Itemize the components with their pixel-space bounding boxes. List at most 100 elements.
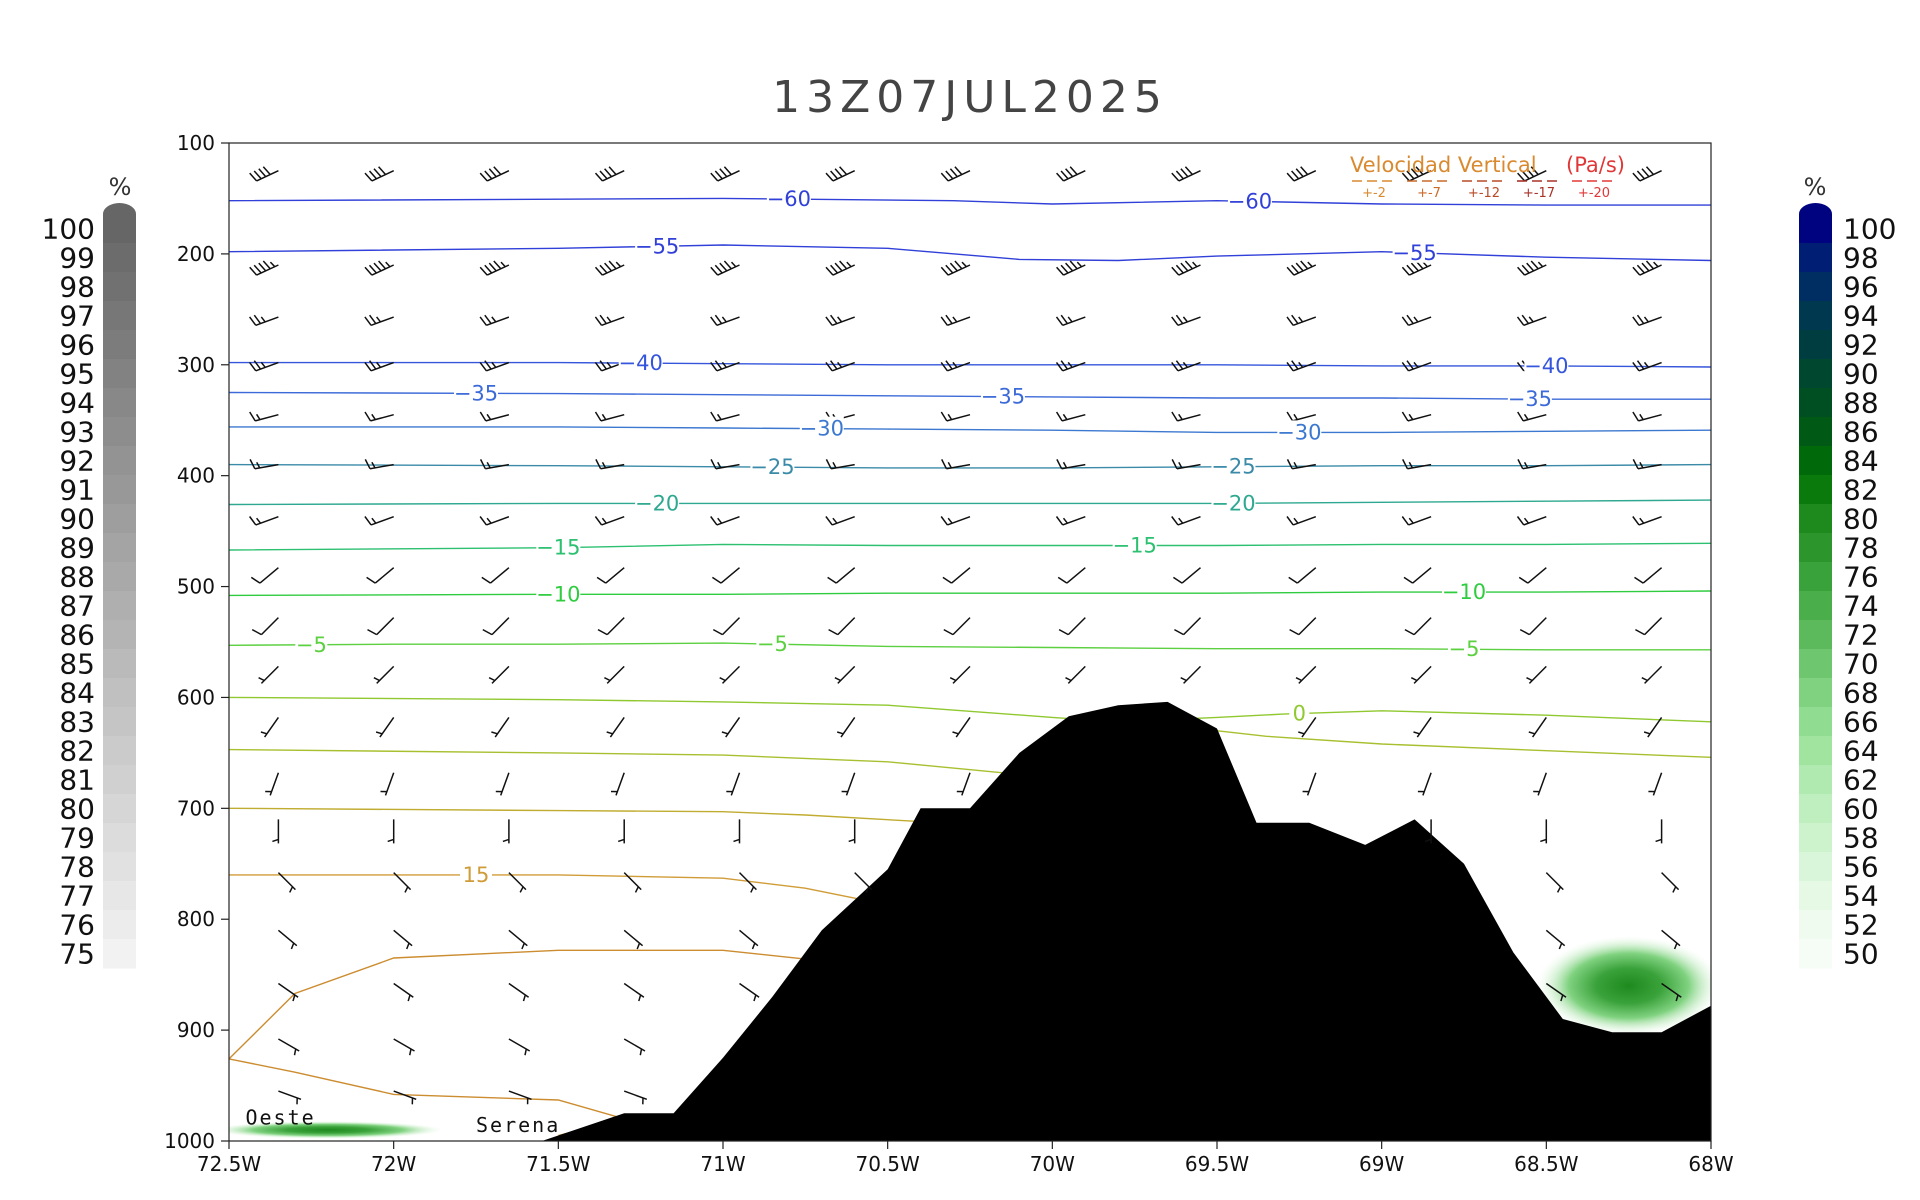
- wind-barb: [260, 716, 280, 738]
- contour-label: −35: [454, 381, 498, 405]
- wind-barb: [1056, 459, 1086, 470]
- wind-barb: [1286, 411, 1316, 422]
- x-tick-label: 71.5W: [526, 1152, 591, 1176]
- wind-barb: [1661, 982, 1682, 1002]
- wind-barb: [1058, 617, 1086, 636]
- left-colorbar-segment: [103, 475, 136, 505]
- y-tick-label: 600: [177, 685, 215, 709]
- wind-barb: [1641, 665, 1663, 684]
- wind-barb: [1057, 567, 1086, 584]
- wind-barb: [1516, 515, 1547, 526]
- wind-barb: [623, 929, 644, 950]
- contour-label: −5: [1449, 637, 1480, 661]
- left-colorbar-label: 83: [59, 706, 95, 739]
- wind-barb: [1413, 716, 1432, 738]
- wind-barb: [1517, 411, 1547, 422]
- wind-barb: [1286, 360, 1317, 372]
- wind-barb: [479, 360, 510, 372]
- right-colorbar-segment: [1799, 301, 1832, 331]
- wind-barb: [834, 665, 856, 684]
- contour-label-bg: [295, 632, 328, 655]
- wind-barb: [1518, 567, 1547, 584]
- right-colorbar-label: 82: [1843, 474, 1879, 507]
- y-tick-label: 700: [177, 796, 215, 820]
- wind-barb: [623, 872, 642, 893]
- wind-barb: [1171, 515, 1201, 526]
- wind-barb: [1289, 617, 1317, 636]
- wind-barb: [251, 617, 279, 636]
- wind-barb: [710, 360, 740, 372]
- wind-barb: [1065, 665, 1086, 684]
- right-colorbar-label: 100: [1843, 213, 1896, 246]
- left-colorbar-segment: [103, 417, 136, 447]
- left-colorbar-label: 86: [59, 619, 95, 652]
- wind-barb: [596, 567, 625, 584]
- wind-barb: [278, 1038, 300, 1056]
- moisture-blob-1: [229, 1121, 444, 1139]
- contour-label: −25: [1211, 455, 1255, 479]
- contour-line-0: [229, 197, 1711, 206]
- right-colorbar-label: 92: [1843, 329, 1879, 362]
- contour-label: 15: [463, 863, 490, 887]
- contour-label: −30: [1277, 420, 1321, 444]
- contour-label-bg: [1507, 387, 1552, 410]
- left-colorbar-segment: [103, 678, 136, 708]
- legend-units: (Pa/s): [1566, 153, 1625, 177]
- wind-barb: [594, 166, 625, 182]
- left-colorbar-label: 89: [59, 532, 95, 565]
- wind-barb: [1171, 166, 1201, 182]
- right-colorbar-segment: [1799, 243, 1832, 273]
- left-colorbar-segment: [103, 243, 136, 273]
- y-tick-label: 400: [177, 464, 215, 488]
- contour-label-bg: [536, 535, 581, 558]
- wind-barb: [248, 314, 279, 327]
- right-colorbar-label: 70: [1843, 648, 1879, 681]
- place-label: Oeste: [245, 1105, 315, 1129]
- right-colorbar-segment: [1799, 475, 1832, 505]
- right-colorbar-segment: [1799, 765, 1832, 795]
- left-colorbar-segment: [103, 272, 136, 302]
- left-colorbar-label: 90: [59, 503, 95, 536]
- wind-barb: [364, 260, 395, 276]
- left-colorbar-label: 96: [59, 329, 95, 362]
- place-label: Serena: [476, 1113, 560, 1137]
- wind-barb: [1517, 260, 1547, 276]
- left-colorbar-segment: [103, 910, 136, 940]
- contour-line-7: [229, 542, 1711, 551]
- wind-barb: [739, 982, 760, 1002]
- left-colorbar-segment: [103, 562, 136, 592]
- wind-barb: [1172, 567, 1201, 584]
- wind-barb: [249, 459, 279, 470]
- wind-barb: [272, 819, 280, 844]
- contour-line-14: [229, 949, 806, 1137]
- wind-barb: [367, 617, 395, 636]
- left-colorbar-label: 82: [59, 735, 95, 768]
- wind-barb: [1401, 360, 1432, 372]
- wind-barb: [495, 772, 510, 796]
- right-colorbar-segment: [1799, 562, 1832, 592]
- left-colorbar-segment: [103, 359, 136, 389]
- wind-barb: [393, 982, 414, 1002]
- wind-barb: [1174, 617, 1202, 636]
- wind-barb: [1286, 166, 1317, 182]
- wind-barb: [623, 1090, 648, 1105]
- wind-barb: [278, 1090, 302, 1105]
- wind-barb: [265, 772, 280, 796]
- left-colorbar-label: 87: [59, 590, 95, 623]
- wind-barb: [479, 515, 510, 526]
- wind-barb: [594, 314, 625, 327]
- wind-barb: [508, 1090, 532, 1105]
- contour-label-bg: [756, 632, 789, 655]
- contour-label-bg: [536, 582, 581, 605]
- y-tick-label: 1000: [164, 1129, 215, 1153]
- wind-barb: [1288, 567, 1317, 584]
- wind-barb: [250, 567, 279, 584]
- left-colorbar-segment: [103, 881, 136, 911]
- terrain-silhouette: [541, 701, 1711, 1141]
- left-colorbar-cap: [103, 203, 136, 225]
- wind-barb: [1632, 314, 1662, 327]
- right-colorbar-segment: [1799, 678, 1832, 708]
- wind-barb: [1298, 716, 1317, 738]
- contour-label: −10: [1442, 580, 1486, 604]
- wind-barb: [1171, 360, 1201, 372]
